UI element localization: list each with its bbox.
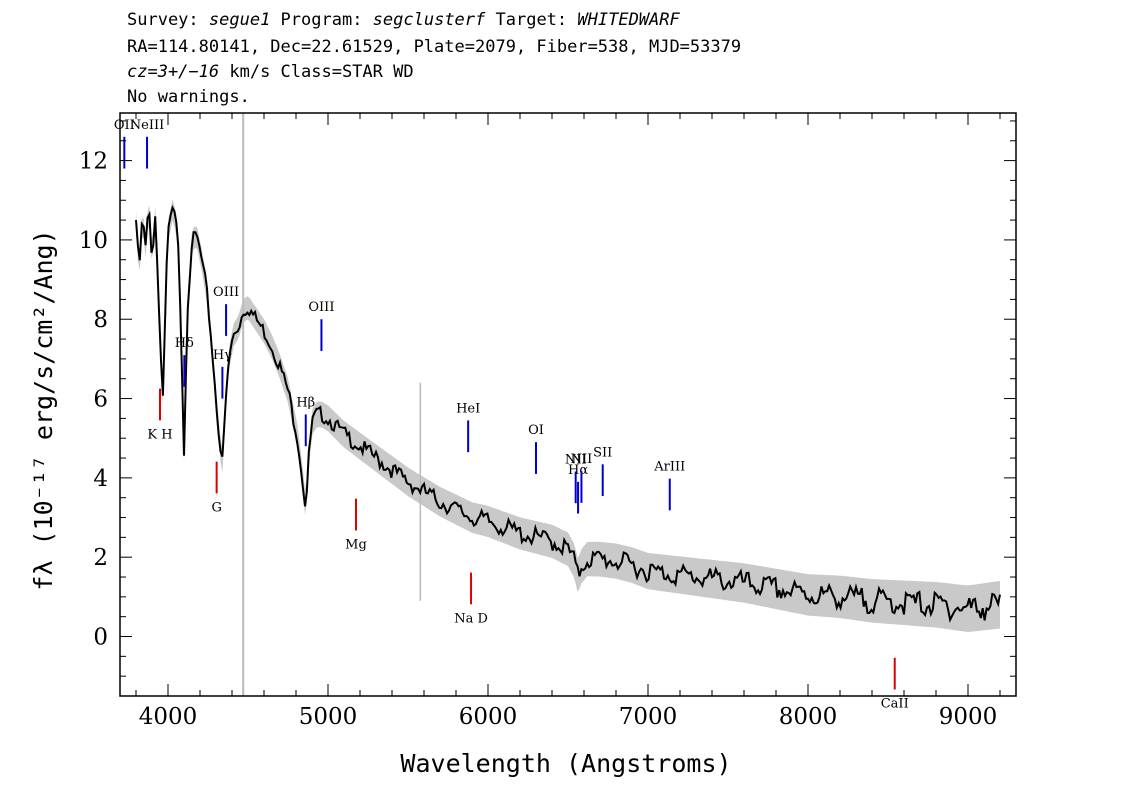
y-axis-title: fλ (10⁻¹⁷ erg/s/cm²/Ang) <box>29 229 58 590</box>
spectrum-line <box>135 204 1001 623</box>
header-line-1: Survey: segue1 Program: segclusterf Targ… <box>127 10 680 30</box>
header-line-4: No warnings. <box>127 87 250 107</box>
y-tick-label: 0 <box>93 625 108 651</box>
error-band <box>136 113 1000 696</box>
emission-line-label: NeIII <box>130 118 164 133</box>
target-label: Target: <box>485 10 578 30</box>
x-axis-title: Wavelength (Angstroms) <box>400 749 731 778</box>
emission-line-label: Hγ <box>213 348 232 363</box>
absorption-line-label: Na D <box>454 611 488 626</box>
target-value: WHITEDWARF <box>577 10 680 30</box>
emission-line-label: ArIII <box>653 460 685 475</box>
emission-line-label: OIII <box>213 285 239 300</box>
emission-line-label: NII <box>565 452 587 467</box>
x-tick-label: 4000 <box>139 704 198 730</box>
emission-line-label: OII <box>114 118 135 133</box>
plot-frame <box>119 112 1017 697</box>
program-label: Program: <box>270 10 373 30</box>
emission-line-label: OIII <box>308 300 334 315</box>
x-tick-label: 9000 <box>939 704 998 730</box>
emission-line-label: OI <box>528 423 544 438</box>
emission-line-label: HeI <box>456 401 480 416</box>
x-tick-label: 7000 <box>619 704 678 730</box>
y-tick-label: 6 <box>93 387 108 413</box>
program-value: segclusterf <box>372 10 486 30</box>
emission-line-label: NII <box>571 452 593 467</box>
emission-line-label: Hβ <box>296 395 315 410</box>
absorption-line-label: G <box>211 500 221 515</box>
series-layer <box>135 204 1001 623</box>
emission-line-label: Hδ <box>175 336 194 351</box>
header-line-3: cz=3+/−16 km/s Class=STAR WD <box>127 62 414 82</box>
y-tick-label: 2 <box>93 545 108 571</box>
survey-value: segue1 <box>208 10 271 30</box>
emission-line-label: Hα <box>568 463 588 478</box>
y-tick-label: 10 <box>79 228 108 254</box>
absorption-line-label: CaII <box>881 696 909 711</box>
absorption-line-label: Mg <box>345 537 367 552</box>
ticks-layer: 4000 5000 6000 7000 8000 9000 0 2 4 6 8 10 12 <box>79 113 1016 730</box>
y-tick-label: 4 <box>93 466 108 492</box>
spectrum-error-band <box>136 199 1000 632</box>
x-tick-label: 8000 <box>779 704 838 730</box>
x-tick-label: 6000 <box>459 704 518 730</box>
absorption-line-label: K H <box>147 427 172 442</box>
emission-line-label: SII <box>593 445 612 460</box>
header-line-2: RA=114.80141, Dec=22.61529, Plate=2079, … <box>127 37 742 57</box>
x-tick-label: 5000 <box>299 704 358 730</box>
class-value: km/s Class=STAR WD <box>219 62 414 82</box>
y-tick-label: 12 <box>79 149 108 175</box>
survey-label: Survey: <box>127 10 209 30</box>
redshift-value: cz=3+/−16 <box>127 62 220 82</box>
y-tick-label: 8 <box>93 307 108 333</box>
